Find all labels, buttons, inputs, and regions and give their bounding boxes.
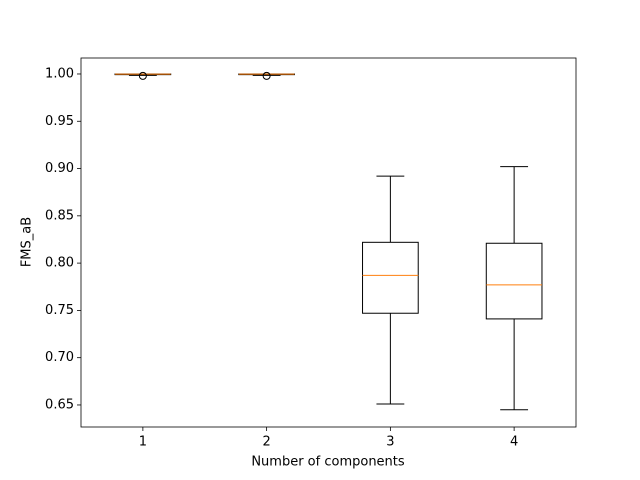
y-tick-label: 0.80 xyxy=(45,256,74,271)
outlier xyxy=(262,71,271,80)
plot-frame xyxy=(80,57,577,428)
y-tick-label: 0.75 xyxy=(45,303,74,318)
y-tick-label: 0.90 xyxy=(45,161,74,176)
x-axis-label: Number of components xyxy=(251,455,405,470)
y-tick-label: 0.65 xyxy=(45,397,74,412)
y-axis-label: FMS_aB xyxy=(20,217,35,267)
x-tick-label: 2 xyxy=(262,435,270,450)
outlier xyxy=(138,71,147,80)
y-tick-label: 0.85 xyxy=(45,208,74,223)
x-tick-label: 3 xyxy=(386,435,394,450)
y-tick-label: 0.70 xyxy=(45,350,74,365)
x-tick-label: 4 xyxy=(510,435,518,450)
box xyxy=(485,242,543,320)
y-tick-label: 1.00 xyxy=(45,66,74,81)
x-tick-label: 1 xyxy=(139,435,147,450)
y-tick-label: 0.95 xyxy=(45,114,74,129)
box xyxy=(362,241,419,314)
